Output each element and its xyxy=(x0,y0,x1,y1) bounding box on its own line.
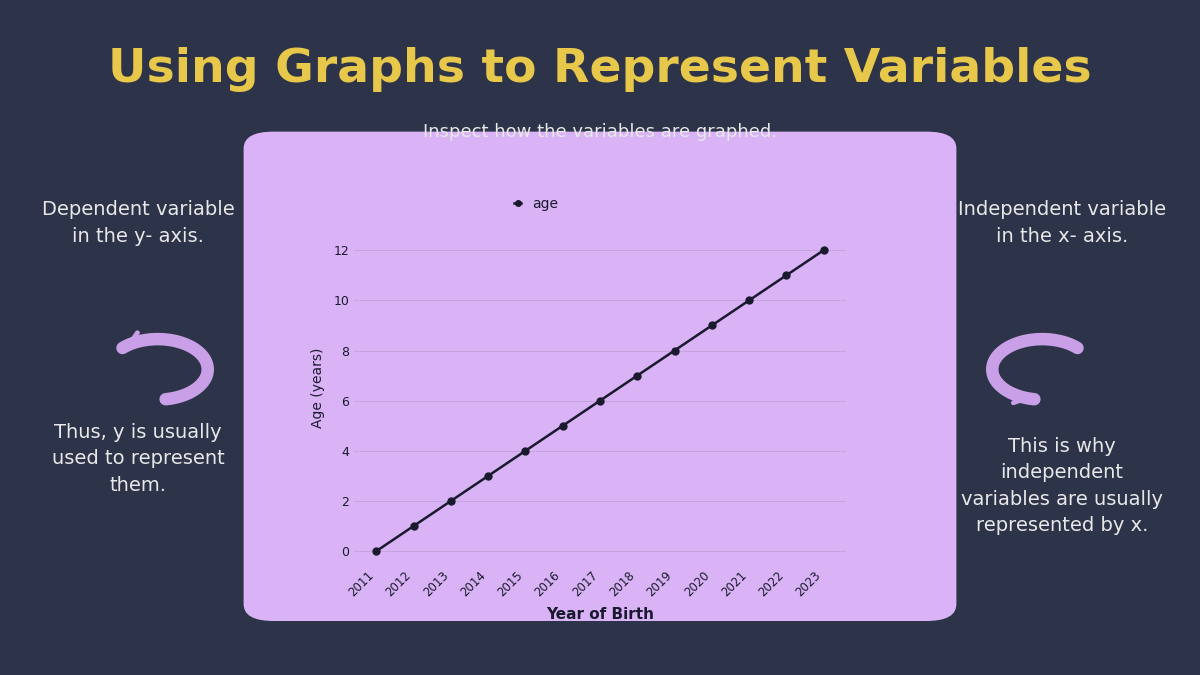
Text: Thus, y is usually
used to represent
them.: Thus, y is usually used to represent the… xyxy=(52,423,224,495)
age xyxy=(407,522,421,530)
Legend: age: age xyxy=(509,192,564,217)
age xyxy=(593,397,607,405)
Text: Using Graphs to Represent Variables: Using Graphs to Represent Variables xyxy=(108,47,1092,92)
age xyxy=(630,371,644,379)
age xyxy=(742,296,756,304)
age xyxy=(518,447,533,455)
age xyxy=(481,472,496,480)
age xyxy=(370,547,384,555)
Text: Independent variable
in the x- axis.: Independent variable in the x- axis. xyxy=(958,200,1166,246)
age xyxy=(816,246,830,254)
Text: Inspect how the variables are graphed.: Inspect how the variables are graphed. xyxy=(424,123,778,140)
Y-axis label: Age (years): Age (years) xyxy=(311,348,325,429)
age xyxy=(704,321,719,329)
Text: This is why
independent
variables are usually
represented by x.: This is why independent variables are us… xyxy=(961,437,1163,535)
Line: age: age xyxy=(373,247,827,555)
age xyxy=(667,346,682,354)
age xyxy=(556,422,570,430)
X-axis label: Year of Birth: Year of Birth xyxy=(546,607,654,622)
age xyxy=(444,497,458,505)
age xyxy=(779,271,793,279)
Text: Dependent variable
in the y- axis.: Dependent variable in the y- axis. xyxy=(42,200,234,246)
